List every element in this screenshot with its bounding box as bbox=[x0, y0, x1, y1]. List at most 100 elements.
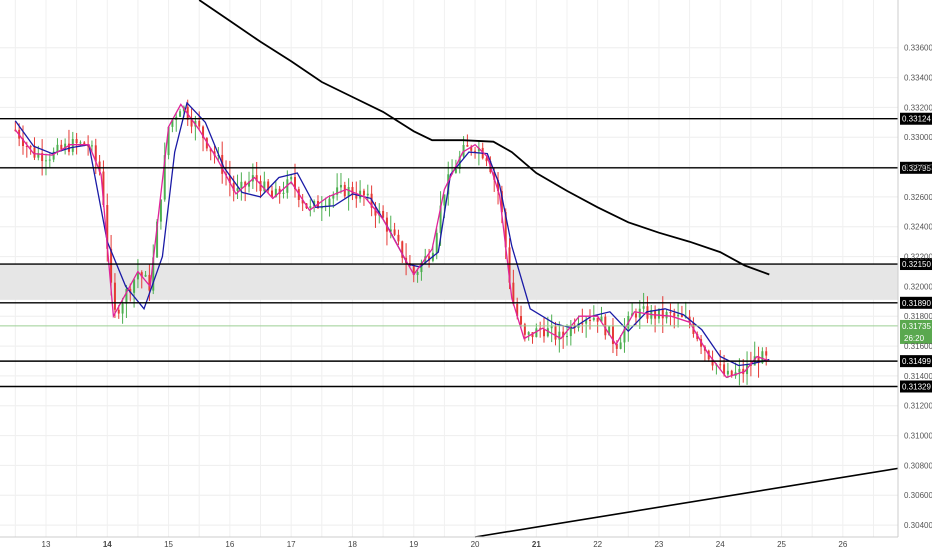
x-tick-label: 24 bbox=[716, 540, 725, 549]
candle-body bbox=[121, 303, 124, 314]
y-tick-label: 0.33400 bbox=[904, 74, 932, 83]
countdown-label: 26:20 bbox=[904, 334, 925, 343]
horizontal-levels[interactable]: 0.33124 0.32795 0.32150 0.31890 0.31499 0.313… bbox=[0, 112, 932, 393]
candle-body bbox=[443, 194, 446, 206]
candle-body bbox=[56, 144, 59, 152]
candle-body bbox=[500, 191, 503, 213]
candle-body bbox=[75, 138, 78, 144]
candle-body bbox=[439, 205, 442, 233]
candle-body bbox=[271, 190, 274, 198]
candle-body bbox=[320, 206, 323, 209]
candle-body bbox=[171, 119, 174, 127]
candle-body bbox=[83, 142, 86, 146]
candle-body bbox=[508, 247, 511, 283]
candle-body bbox=[240, 181, 243, 189]
y-tick-label: 0.31800 bbox=[904, 312, 932, 321]
candle-body bbox=[723, 364, 726, 375]
candle-body bbox=[29, 146, 32, 148]
candle-body bbox=[163, 155, 166, 200]
candle-body bbox=[347, 187, 350, 197]
y-tick-label: 0.31400 bbox=[904, 372, 932, 381]
candle-body bbox=[416, 272, 419, 276]
candle-body bbox=[79, 142, 82, 144]
x-tick-label: 22 bbox=[593, 540, 602, 549]
candle-body bbox=[447, 174, 450, 195]
candle-body bbox=[133, 279, 136, 293]
candle-body bbox=[516, 303, 519, 317]
candle-body bbox=[382, 210, 385, 218]
candle-body bbox=[355, 195, 358, 199]
candle-body bbox=[669, 311, 672, 314]
candle-body bbox=[412, 265, 415, 276]
candle-body bbox=[25, 146, 28, 148]
candle-body bbox=[730, 370, 733, 376]
level-price-label: 0.31890 bbox=[902, 299, 931, 308]
candle-body bbox=[64, 143, 67, 150]
trendline-group[interactable] bbox=[474, 467, 899, 538]
candle-body bbox=[156, 221, 159, 258]
candle-body bbox=[634, 313, 637, 318]
level-price-label: 0.33124 bbox=[902, 115, 931, 124]
y-tick-label: 0.31600 bbox=[904, 342, 932, 351]
candle-body bbox=[543, 329, 546, 337]
trendline[interactable] bbox=[474, 467, 899, 538]
candle-body bbox=[106, 205, 109, 249]
y-tick-label: 0.33200 bbox=[904, 103, 932, 112]
candle-body bbox=[401, 241, 404, 258]
candle-body bbox=[611, 326, 614, 344]
candle-body bbox=[657, 308, 660, 319]
candle-body bbox=[328, 198, 331, 206]
candle-body bbox=[477, 147, 480, 152]
x-tick-label: 16 bbox=[225, 540, 234, 549]
y-tick-label: 0.33000 bbox=[904, 133, 932, 142]
candle-body bbox=[98, 161, 101, 172]
candle-body bbox=[236, 188, 239, 191]
candle-body bbox=[366, 193, 369, 196]
candle-body bbox=[167, 126, 170, 156]
candle-body bbox=[37, 153, 40, 158]
level-price-tag bbox=[900, 355, 932, 368]
candle-body bbox=[749, 364, 752, 366]
candle-body bbox=[761, 351, 764, 364]
candle-body bbox=[531, 332, 534, 338]
candle-body bbox=[757, 356, 760, 364]
candle-body bbox=[102, 171, 105, 206]
candle-body bbox=[94, 145, 97, 162]
x-tick-label: 17 bbox=[287, 540, 296, 549]
x-tick-label: 25 bbox=[777, 540, 786, 549]
candle-body bbox=[504, 212, 507, 248]
x-tick-label: 13 bbox=[42, 540, 51, 549]
candle-body bbox=[646, 306, 649, 319]
candle-body bbox=[588, 319, 591, 321]
candle-body bbox=[665, 311, 668, 319]
candle-body bbox=[485, 158, 488, 162]
candle-body bbox=[290, 177, 293, 180]
candle-body bbox=[71, 138, 74, 152]
y-tick-label: 0.33600 bbox=[904, 44, 932, 53]
y-tick-label: 0.32400 bbox=[904, 223, 932, 232]
candle-body bbox=[738, 368, 741, 373]
candle-body bbox=[512, 282, 515, 304]
candle-body bbox=[562, 331, 565, 338]
candle-body bbox=[336, 187, 339, 195]
candle-body bbox=[179, 111, 182, 117]
x-tick-label: 18 bbox=[348, 540, 357, 549]
candle-body bbox=[711, 359, 714, 366]
candle-body bbox=[435, 232, 438, 253]
candle-body bbox=[389, 229, 392, 232]
candle-body bbox=[765, 351, 768, 356]
candle-body bbox=[608, 326, 611, 336]
level-price-tag bbox=[900, 296, 932, 309]
candle-body bbox=[113, 282, 116, 310]
candle-body bbox=[332, 194, 335, 199]
candle-body bbox=[420, 262, 423, 273]
candle-body bbox=[259, 180, 262, 192]
x-tick-label: 21 bbox=[532, 540, 541, 549]
candle-body bbox=[546, 328, 549, 337]
x-tick-label: 26 bbox=[838, 540, 847, 549]
level-price-tag bbox=[900, 380, 932, 393]
candle-body bbox=[209, 148, 212, 152]
